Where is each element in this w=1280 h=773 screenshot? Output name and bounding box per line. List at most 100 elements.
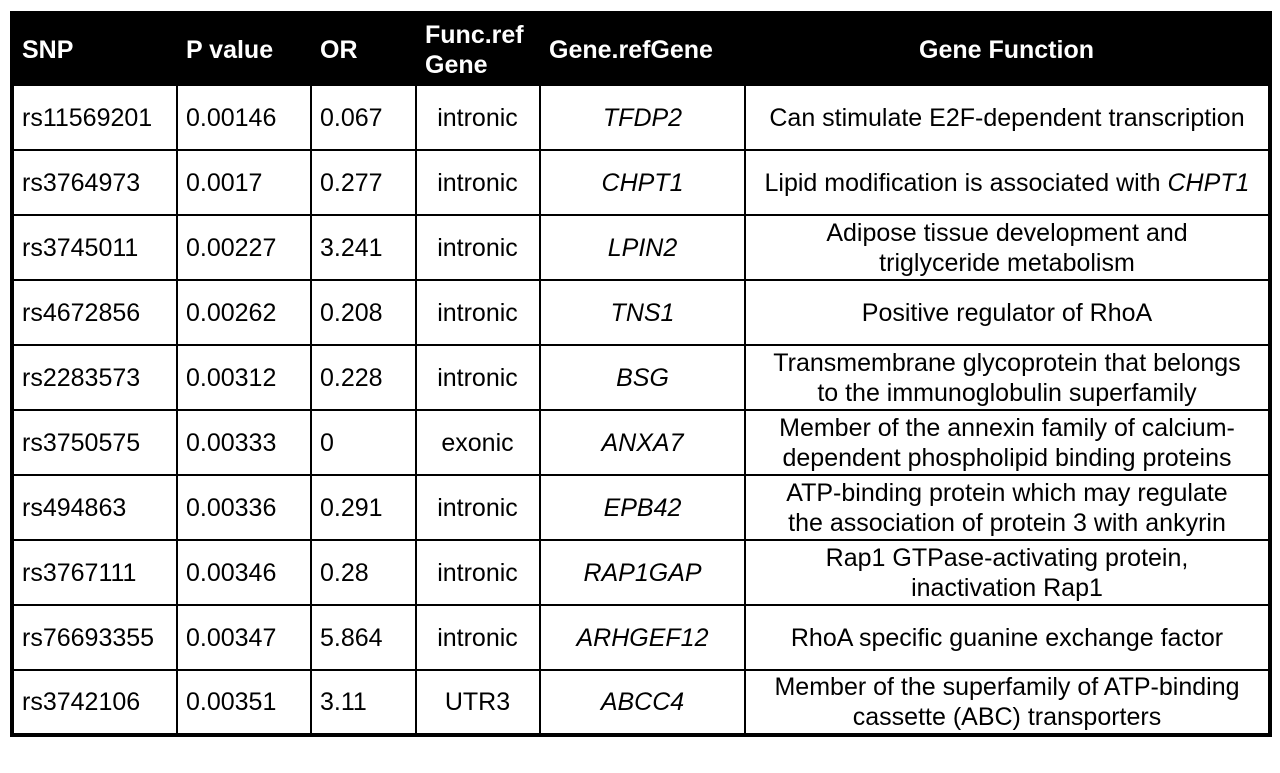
table-row: rs76693355 0.00347 5.864 intronic ARHGEF12 Rh… (11, 604, 1271, 671)
cell-gene-refgene: ANXA7 (539, 409, 746, 476)
table-row: rs3764973 0.0017 0.277 intronic CHPT1 Lipid m… (11, 149, 1271, 216)
gene-function-line: inactivation Rap1 (911, 573, 1103, 602)
cell-p-value: 0.00347 (176, 604, 312, 671)
cell-gene-refgene: LPIN2 (539, 214, 746, 281)
cell-or: 0.208 (310, 279, 417, 346)
cell-p-value: 0.00346 (176, 539, 312, 606)
cell-or: 0 (310, 409, 417, 476)
cell-gene-function: RhoA specific guanine exchange factor (744, 604, 1271, 671)
column-header-label: P value (186, 35, 274, 64)
gene-function-line: triglyceride metabolism (879, 248, 1135, 277)
column-header-label: Func.ref (425, 20, 524, 49)
cell-gene-function: Rap1 GTPase-activating protein, inactivat… (744, 539, 1271, 606)
cell-gene-refgene: RAP1GAP (539, 539, 746, 606)
column-header-func-refgene: Func.ref Gene (415, 12, 541, 86)
cell-func-refgene: intronic (415, 214, 541, 281)
cell-snp: rs3742106 (11, 669, 178, 736)
gene-function-line: Member of the annexin family of calcium- (779, 413, 1235, 442)
gene-function-line: ATP-binding protein which may regulate (786, 478, 1228, 507)
cell-snp: rs4672856 (11, 279, 178, 346)
table-body: rs11569201 0.00146 0.067 intronic TFDP2 Can s… (11, 84, 1271, 736)
column-header-label: Gene.refGene (549, 35, 713, 64)
cell-snp: rs3750575 (11, 409, 178, 476)
cell-gene-refgene: CHPT1 (539, 149, 746, 216)
gene-function-line: Positive regulator of RhoA (861, 298, 1153, 327)
cell-func-refgene: UTR3 (415, 669, 541, 736)
cell-or: 0.28 (310, 539, 417, 606)
cell-gene-refgene: TFDP2 (539, 84, 746, 151)
gene-function-line: RhoA specific guanine exchange factor (790, 623, 1224, 652)
cell-p-value: 0.00262 (176, 279, 312, 346)
column-header-label: OR (320, 35, 358, 64)
cell-gene-refgene: ABCC4 (539, 669, 746, 736)
cell-func-refgene: exonic (415, 409, 541, 476)
cell-p-value: 0.00336 (176, 474, 312, 541)
gene-function-line: Can stimulate E2F-dependent transcriptio… (769, 103, 1245, 132)
cell-gene-function: Can stimulate E2F-dependent transcriptio… (744, 84, 1271, 151)
column-header-p-value: P value (176, 12, 312, 86)
cell-p-value: 0.00333 (176, 409, 312, 476)
cell-gene-function: Positive regulator of RhoA (744, 279, 1271, 346)
gene-function-line: Transmembrane glycoprotein that belongs (773, 348, 1241, 377)
cell-gene-refgene: EPB42 (539, 474, 746, 541)
column-header-snp: SNP (11, 12, 178, 86)
cell-p-value: 0.0017 (176, 149, 312, 216)
gene-function-line: Member of the superfamily of ATP-binding (774, 673, 1240, 701)
cell-or: 0.277 (310, 149, 417, 216)
gene-function-line: Adipose tissue development and (826, 218, 1188, 247)
cell-p-value: 0.00351 (176, 669, 312, 736)
table-row: rs3745011 0.00227 3.241 intronic LPIN2 Adipos… (11, 214, 1271, 281)
cell-func-refgene: intronic (415, 344, 541, 411)
cell-snp: rs76693355 (11, 604, 178, 671)
snp-association-table: SNP P value OR Func.ref Gene Gene.refGene Gene… (10, 11, 1272, 737)
cell-or: 0.291 (310, 474, 417, 541)
gene-function-line: Lipid modification is associated with CH… (764, 168, 1250, 197)
cell-gene-function: ATP-binding protein which may regulate th… (744, 474, 1271, 541)
column-header-label: Gene Function (919, 35, 1094, 64)
snp-table-figure: SNP P value OR Func.ref Gene Gene.refGene Gene… (10, 11, 1272, 737)
cell-snp: rs3764973 (11, 149, 178, 216)
cell-gene-function: Transmembrane glycoprotein that belongs t… (744, 344, 1271, 411)
cell-gene-function: Member of the annexin family of calcium-… (744, 409, 1271, 476)
cell-func-refgene: intronic (415, 279, 541, 346)
table-row: rs494863 0.00336 0.291 intronic EPB42 ATP-bin… (11, 474, 1271, 541)
cell-snp: rs11569201 (11, 84, 178, 151)
cell-func-refgene: intronic (415, 474, 541, 541)
gene-function-line: the association of protein 3 with ankyri… (788, 508, 1226, 537)
table-row: rs11569201 0.00146 0.067 intronic TFDP2 Can s… (11, 84, 1271, 151)
cell-func-refgene: intronic (415, 604, 541, 671)
table-row: rs3767111 0.00346 0.28 intronic RAP1GAP Rap1 … (11, 539, 1271, 606)
cell-or: 3.11 (310, 669, 417, 736)
cell-func-refgene: intronic (415, 84, 541, 151)
gene-function-line: dependent phospholipid binding proteins (782, 443, 1232, 472)
cell-gene-function: Lipid modification is associated with CH… (744, 149, 1271, 216)
cell-gene-function: Adipose tissue development and triglyceri… (744, 214, 1271, 281)
column-header-label: Gene (425, 50, 488, 79)
cell-p-value: 0.00146 (176, 84, 312, 151)
table-row: rs3750575 0.00333 0 exonic ANXA7 Member of th… (11, 409, 1271, 476)
cell-or: 3.241 (310, 214, 417, 281)
cell-snp: rs2283573 (11, 344, 178, 411)
table-row: rs2283573 0.00312 0.228 intronic BSG Transmem… (11, 344, 1271, 411)
cell-snp: rs3767111 (11, 539, 178, 606)
column-header-gene-refgene: Gene.refGene (539, 12, 746, 86)
cell-or: 5.864 (310, 604, 417, 671)
gene-function-line: cassette (ABC) transporters (852, 703, 1162, 731)
gene-function-line: to the immunoglobulin superfamily (817, 378, 1197, 407)
cell-snp: rs494863 (11, 474, 178, 541)
cell-gene-refgene: BSG (539, 344, 746, 411)
table-row: rs3742106 0.00351 3.11 UTR3 ABCC4 Member of t… (11, 669, 1271, 736)
cell-func-refgene: intronic (415, 149, 541, 216)
cell-gene-refgene: ARHGEF12 (539, 604, 746, 671)
gene-symbol-italic: CHPT1 (1167, 168, 1250, 197)
cell-gene-function: Member of the superfamily of ATP-binding… (744, 669, 1271, 736)
cell-func-refgene: intronic (415, 539, 541, 606)
header-row: SNP P value OR Func.ref Gene Gene.refGene Gene… (11, 12, 1271, 86)
column-header-gene-function: Gene Function (744, 12, 1271, 86)
cell-gene-refgene: TNS1 (539, 279, 746, 346)
cell-or: 0.228 (310, 344, 417, 411)
table-row: rs4672856 0.00262 0.208 intronic TNS1 Positiv… (11, 279, 1271, 346)
column-header-label: SNP (22, 35, 74, 64)
table-header: SNP P value OR Func.ref Gene Gene.refGene Gene… (11, 12, 1271, 86)
gene-function-line: Rap1 GTPase-activating protein, (825, 543, 1189, 572)
